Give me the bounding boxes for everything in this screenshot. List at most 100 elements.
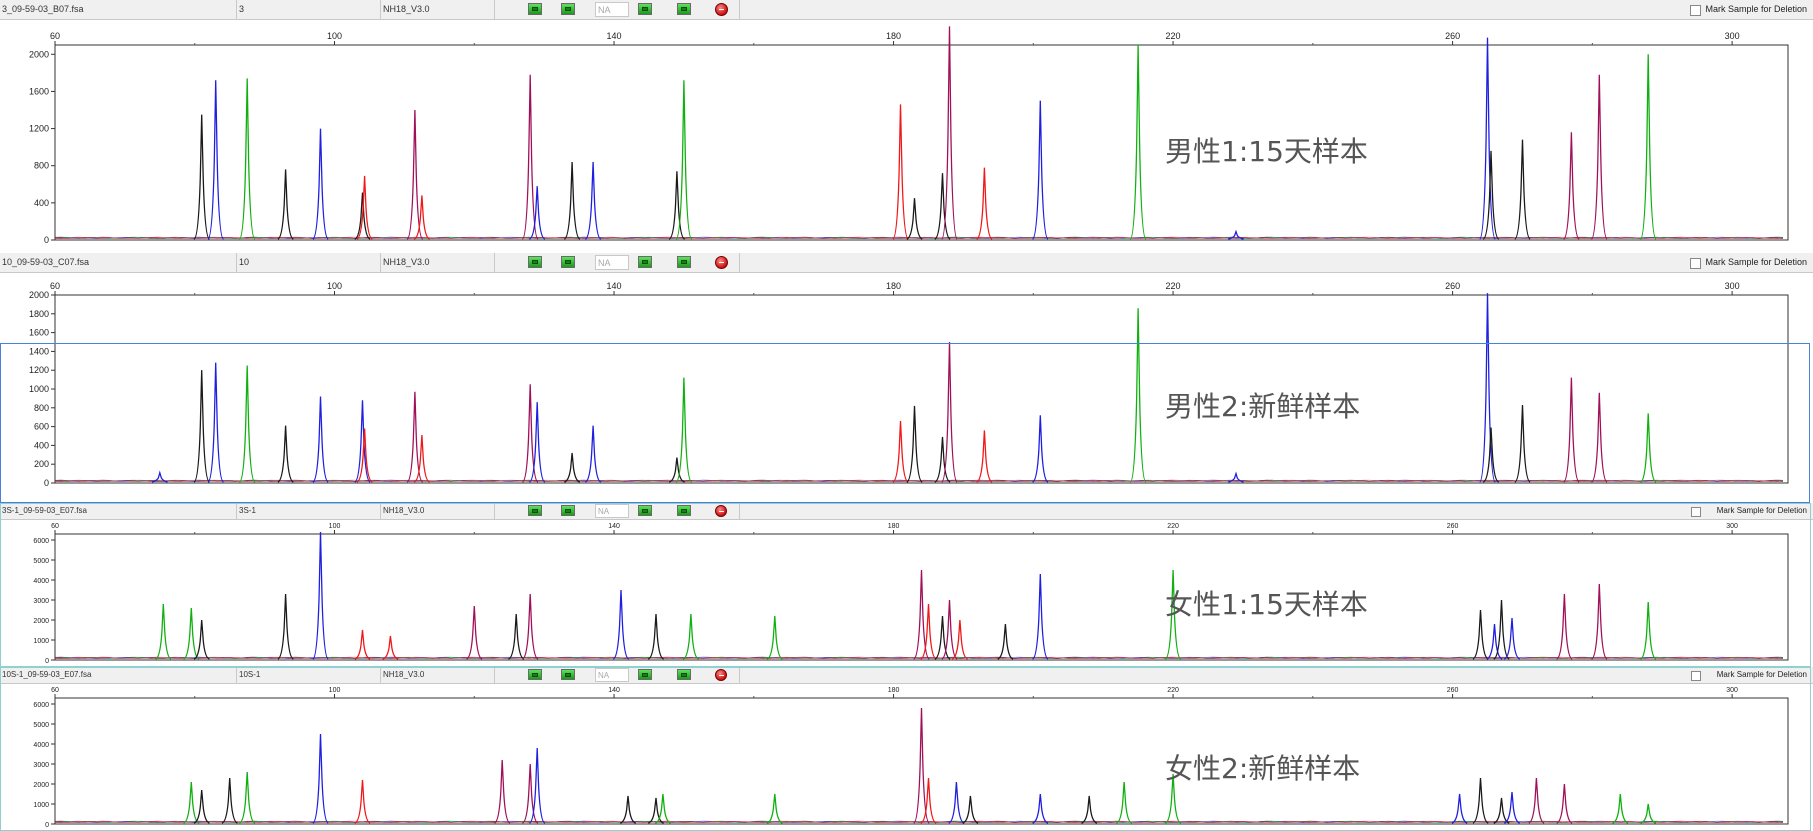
panel-name[interactable]: NH18_V3.0	[381, 667, 495, 683]
peak-red	[976, 167, 993, 240]
peak-black	[1482, 427, 1500, 483]
y-tick-label: 5000	[33, 722, 49, 729]
green-square-icon[interactable]	[528, 505, 542, 516]
sample-file-name[interactable]: 10_09-59-03_C07.fsa	[0, 253, 237, 272]
peak-blue	[1228, 229, 1244, 240]
y-tick-label: 6000	[33, 702, 49, 709]
y-tick-label: 5000	[33, 558, 49, 565]
y-tick-label: 0	[45, 658, 49, 665]
y-tick-label: 2000	[29, 290, 49, 300]
green-square-icon[interactable]	[638, 256, 652, 268]
baseline-purple	[54, 820, 1784, 823]
peak-black	[962, 795, 979, 824]
sample-name[interactable]: 3S-1	[237, 503, 381, 519]
green-square-icon[interactable]	[561, 256, 575, 268]
na-field[interactable]: NA	[595, 255, 629, 270]
sample-name[interactable]: 3	[237, 0, 381, 19]
green-square-icon[interactable]	[677, 256, 691, 268]
y-tick-label: 2000	[33, 782, 49, 789]
peak-red	[356, 175, 373, 240]
green-square-icon[interactable]	[677, 505, 691, 516]
y-tick-label: 0	[44, 478, 49, 488]
x-tick-label: 100	[329, 523, 341, 530]
green-square-icon[interactable]	[528, 256, 542, 268]
x-tick-label: 220	[1167, 523, 1179, 530]
electropherogram-2: 60 100 140 180 220 260 300 0 200 400 600 800 1000 120…	[29, 281, 1789, 488]
y-tick-label: 400	[34, 440, 49, 450]
peak-green	[1640, 601, 1657, 660]
green-square-icon[interactable]	[561, 505, 575, 516]
panel-name[interactable]: NH18_V3.0	[381, 0, 495, 19]
overlay-label: 男性2:新鲜样本	[1165, 390, 1361, 423]
sample-name[interactable]: 10	[237, 253, 381, 272]
green-square-icon[interactable]	[528, 669, 542, 680]
stop-icon[interactable]	[715, 3, 728, 16]
peak-green	[1165, 773, 1182, 824]
stop-icon[interactable]	[715, 256, 728, 269]
peak-red	[952, 619, 968, 660]
x-tick-label: 60	[51, 687, 59, 694]
peak-purple	[522, 384, 539, 483]
peak-blue	[1504, 617, 1520, 660]
na-field[interactable]: NA	[595, 2, 629, 17]
green-square-icon[interactable]	[561, 3, 575, 15]
peak-purple	[406, 391, 424, 483]
overlay-label: 男性1:15天样本	[1165, 135, 1368, 168]
peak-red	[976, 430, 993, 483]
x-tick-label: 140	[607, 31, 622, 41]
green-square-icon[interactable]	[638, 669, 652, 680]
mark-deletion-checkbox[interactable]	[1690, 5, 1701, 16]
baseline-purple	[54, 479, 1784, 482]
sample-file-name[interactable]: 3S-1_09-59-03_E07.fsa	[0, 503, 237, 519]
green-square-icon[interactable]	[638, 3, 652, 15]
x-tick-label: 220	[1166, 31, 1181, 41]
peak-green	[1164, 569, 1182, 660]
mark-deletion-checkbox[interactable]	[1691, 507, 1701, 517]
y-tick-label: 1200	[29, 124, 49, 134]
peak-blue	[1479, 293, 1496, 483]
y-tick-label: 400	[34, 198, 49, 208]
peak-blue	[529, 402, 546, 483]
green-square-icon[interactable]	[561, 669, 575, 680]
peak-blue	[312, 733, 329, 824]
peak-purple	[1591, 392, 1608, 483]
sample-header: 3S-1_09-59-03_E07.fsa 3S-1 NH18_V3.0 NA …	[0, 503, 1813, 520]
peak-blue	[207, 362, 224, 483]
sample-file-name[interactable]: 3_09-59-03_B07.fsa	[0, 0, 237, 19]
peak-black	[1472, 609, 1489, 660]
na-field[interactable]: NA	[595, 668, 629, 682]
peak-green	[1639, 54, 1657, 240]
peak-green	[655, 793, 671, 824]
peak-black	[193, 114, 210, 240]
status-cell	[495, 503, 740, 519]
stop-icon[interactable]	[715, 669, 727, 681]
sample-name[interactable]: 10S-1	[237, 667, 381, 683]
stop-icon[interactable]	[715, 505, 727, 517]
x-tick-label: 180	[888, 687, 900, 694]
green-square-icon[interactable]	[638, 505, 652, 516]
peak-red	[892, 420, 909, 483]
green-square-icon[interactable]	[677, 3, 691, 15]
peak-black	[934, 436, 951, 483]
peak-black	[277, 169, 294, 240]
green-square-icon[interactable]	[528, 3, 542, 15]
y-tick-label: 3000	[33, 598, 49, 605]
electropherogram-3: 60 100 140 180 220 260 30001000200030004000500…	[33, 523, 1789, 665]
x-tick-label: 300	[1725, 281, 1740, 291]
panel-name[interactable]: NH18_V3.0	[381, 503, 495, 519]
green-square-icon[interactable]	[677, 669, 691, 680]
y-tick-label: 1600	[29, 86, 49, 96]
peak-red	[356, 428, 373, 483]
sample-file-name[interactable]: 10S-1_09-59-03_E07.fsa	[0, 667, 237, 683]
peak-red	[920, 777, 937, 824]
y-tick-label: 1200	[29, 365, 49, 375]
sample-header: 10_09-59-03_C07.fsa 10 NH18_V3.0 NA Mark…	[0, 253, 1813, 273]
na-field[interactable]: NA	[595, 504, 629, 518]
mark-deletion-checkbox[interactable]	[1691, 671, 1701, 681]
panel-name[interactable]: NH18_V3.0	[381, 253, 495, 272]
mark-deletion-checkbox[interactable]	[1690, 258, 1701, 269]
peak-red	[920, 603, 937, 660]
y-tick-label: 1600	[29, 328, 49, 338]
peak-blue	[1032, 100, 1049, 240]
y-tick-label: 1400	[29, 346, 49, 356]
